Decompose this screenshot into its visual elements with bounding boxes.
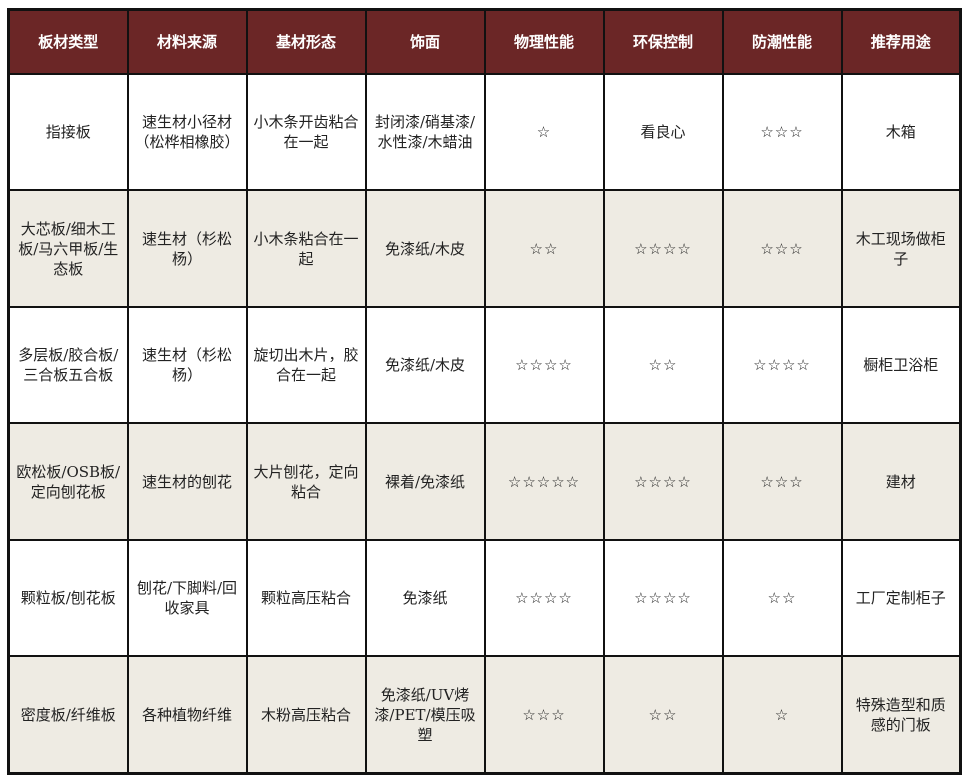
header-cell: 基材形态 (245, 8, 367, 75)
table-cell: 速生材小径材（松桦相橡胶） (126, 72, 248, 192)
table-cell: 大片刨花，定向粘合 (245, 422, 367, 541)
table-cell: 免漆纸/木皮 (364, 305, 486, 425)
star-rating-cell: ☆☆☆☆ (602, 422, 724, 541)
table-cell: 木箱 (840, 72, 962, 192)
table-cell: 多层板/胶合板/三合板五合板 (7, 305, 129, 425)
header-cell: 饰面 (364, 8, 486, 75)
star-rating-cell: ☆☆☆ (721, 422, 843, 541)
table-cell: 速生材（杉松杨） (126, 305, 248, 425)
table-cell: 橱柜卫浴柜 (840, 305, 962, 425)
star-rating-cell: ☆☆ (602, 655, 724, 775)
header-cell: 物理性能 (483, 8, 605, 75)
star-rating-cell: ☆☆☆☆ (721, 305, 843, 425)
star-rating-cell: ☆☆☆☆ (483, 305, 605, 425)
table-cell: 免漆纸/UV烤漆/PET/模压吸塑 (364, 655, 486, 775)
table-row: 多层板/胶合板/三合板五合板 速生材（杉松杨） 旋切出木片，胶合在一起 免漆纸/木皮 ☆… (7, 305, 962, 425)
star-rating-cell: ☆☆☆ (721, 72, 843, 192)
table-cell: 颗粒板/刨花板 (7, 538, 129, 658)
board-comparison-table: 板材类型 材料来源 基材形态 饰面 物理性能 环保控制 防潮性能 推荐用途 指接… (7, 8, 962, 775)
star-rating-cell: ☆☆ (721, 538, 843, 658)
star-rating-cell: ☆ (483, 72, 605, 192)
star-rating-cell: ☆☆☆ (483, 655, 605, 775)
table-cell: 小木条粘合在一起 (245, 189, 367, 308)
star-rating-cell: ☆☆☆☆☆ (483, 422, 605, 541)
table-cell: 封闭漆/硝基漆/水性漆/木蜡油 (364, 72, 486, 192)
table-cell: 欧松板/OSB板/定向刨花板 (7, 422, 129, 541)
table-cell: 大芯板/细木工板/马六甲板/生态板 (7, 189, 129, 308)
table-cell: 密度板/纤维板 (7, 655, 129, 775)
star-rating-cell: ☆☆☆☆ (483, 538, 605, 658)
header-cell: 板材类型 (7, 8, 129, 75)
table-cell: 速生材（杉松杨） (126, 189, 248, 308)
table-row: 欧松板/OSB板/定向刨花板 速生材的刨花 大片刨花，定向粘合 裸着/免漆纸 ☆☆☆☆☆… (7, 422, 962, 541)
table-row: 指接板 速生材小径材（松桦相橡胶） 小木条开齿粘合在一起 封闭漆/硝基漆/水性漆/木蜡… (7, 72, 962, 192)
table-cell: 木粉高压粘合 (245, 655, 367, 775)
header-cell: 环保控制 (602, 8, 724, 75)
table-cell: 旋切出木片，胶合在一起 (245, 305, 367, 425)
table-cell: 建材 (840, 422, 962, 541)
table-cell: 速生材的刨花 (126, 422, 248, 541)
table-cell: 看良心 (602, 72, 724, 192)
table-cell: 特殊造型和质感的门板 (840, 655, 962, 775)
table-row: 大芯板/细木工板/马六甲板/生态板 速生材（杉松杨） 小木条粘合在一起 免漆纸/木皮 ☆… (7, 189, 962, 308)
table-cell: 免漆纸/木皮 (364, 189, 486, 308)
header-cell: 推荐用途 (840, 8, 962, 75)
table-cell: 刨花/下脚料/回收家具 (126, 538, 248, 658)
table-cell: 指接板 (7, 72, 129, 192)
header-cell: 防潮性能 (721, 8, 843, 75)
table-cell: 颗粒高压粘合 (245, 538, 367, 658)
table-row: 颗粒板/刨花板 刨花/下脚料/回收家具 颗粒高压粘合 免漆纸 ☆☆☆☆ ☆☆☆☆ ☆☆ 工厂定… (7, 538, 962, 658)
table-cell: 裸着/免漆纸 (364, 422, 486, 541)
star-rating-cell: ☆☆☆☆ (602, 189, 724, 308)
star-rating-cell: ☆☆☆☆ (602, 538, 724, 658)
table-cell: 工厂定制柜子 (840, 538, 962, 658)
table-cell: 各种植物纤维 (126, 655, 248, 775)
table-cell: 免漆纸 (364, 538, 486, 658)
table-cell: 木工现场做柜子 (840, 189, 962, 308)
star-rating-cell: ☆ (721, 655, 843, 775)
header-row: 板材类型 材料来源 基材形态 饰面 物理性能 环保控制 防潮性能 推荐用途 (7, 8, 962, 75)
star-rating-cell: ☆☆☆ (721, 189, 843, 308)
star-rating-cell: ☆☆ (602, 305, 724, 425)
star-rating-cell: ☆☆ (483, 189, 605, 308)
header-cell: 材料来源 (126, 8, 248, 75)
table-row: 密度板/纤维板 各种植物纤维 木粉高压粘合 免漆纸/UV烤漆/PET/模压吸塑 ☆☆☆ ☆… (7, 655, 962, 775)
table-cell: 小木条开齿粘合在一起 (245, 72, 367, 192)
